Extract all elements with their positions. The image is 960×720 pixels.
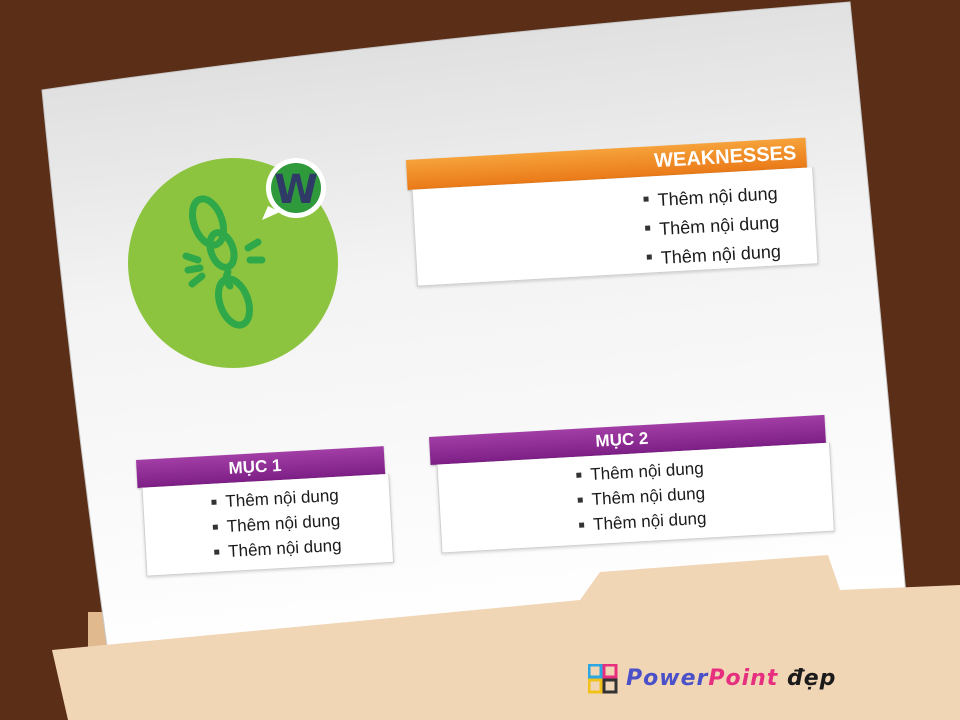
badge-bubble [262,158,326,220]
badge-letter: W [273,167,319,213]
broken-chain-icon [182,195,266,329]
logo-word-dep: đẹp [786,666,837,691]
muc1-panel: MỤC 1 Thêm nội dung Thêm nội dung Thêm n… [136,446,395,577]
logo-word-power: Power [626,666,709,691]
logo-text: PowerPoint đẹp [626,666,836,691]
logo-mark-icon [588,664,618,694]
muc2-panel: MỤC 2 Thêm nội dung Thêm nội dung Thêm n… [429,414,835,554]
weaknesses-panel: WEAKNESSES Thêm nội dung Thêm nội dung T… [406,137,819,287]
logo-word-point: Point [708,666,779,691]
muc1-body: Thêm nội dung Thêm nội dung Thêm nội dun… [141,473,395,577]
